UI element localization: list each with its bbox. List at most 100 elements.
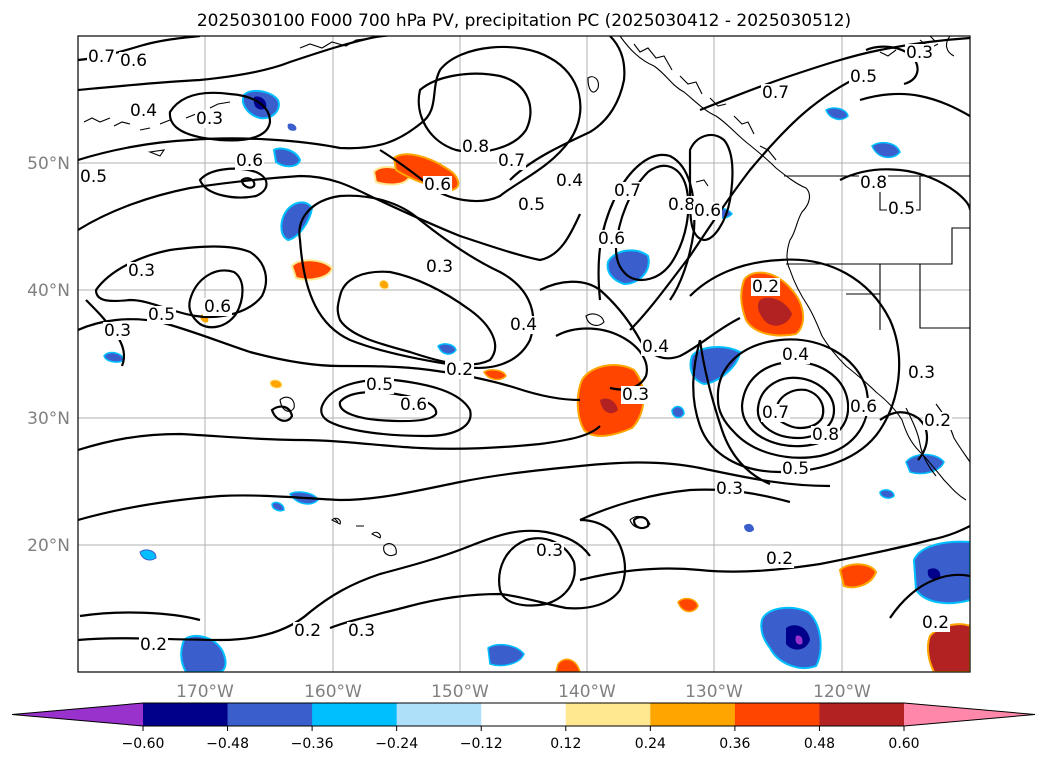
contour-label: 0.5 (518, 195, 545, 215)
colorbar-tick-label: −0.24 (375, 736, 418, 752)
precip-patch (180, 634, 227, 672)
contour-label-halo (399, 396, 429, 414)
contour-label-halo (751, 278, 781, 296)
contour-label: 0.4 (556, 171, 583, 191)
precip-patch (555, 658, 581, 672)
contour-label: 0.8 (812, 425, 839, 445)
colorbar-tick-label: −0.36 (291, 736, 334, 752)
contour-label-halo (641, 338, 671, 356)
contour-label: 0.5 (888, 199, 915, 219)
contour-label-halo (365, 376, 395, 394)
precip-patch (671, 405, 685, 419)
contour-label: 0.3 (426, 257, 453, 277)
colorbar-segment (396, 703, 482, 726)
precip-patch (271, 501, 285, 512)
contour-label: 0.5 (148, 305, 175, 325)
contour-label: 0.8 (668, 195, 695, 215)
latitude-labels: 50°N 40°N 30°N 20°N (27, 154, 70, 556)
colorbar-tick-label: −0.60 (122, 736, 165, 752)
lon-label: 170°W (176, 682, 234, 702)
contour-label-halo (715, 480, 745, 498)
colorbar-tick-label: −0.48 (206, 736, 249, 752)
coastlines (83, 36, 970, 557)
contour-label: 0.3 (906, 43, 933, 63)
contour-label-halo (347, 622, 377, 640)
contour-label-halo (147, 306, 177, 324)
contour-label: 0.6 (424, 175, 451, 195)
contour-label-halo (613, 182, 643, 200)
contour-label-halo (555, 172, 585, 190)
contour-label: 0.3 (622, 385, 649, 405)
precip-patch (879, 489, 895, 499)
figure-title: 2025030100 F000 700 hPa PV, precipitatio… (197, 11, 851, 31)
precip-positive-patches (200, 153, 970, 672)
contour-label-halo (667, 196, 697, 214)
contour-label: 0.2 (294, 621, 321, 641)
contour-label: 0.3 (348, 621, 375, 641)
contour-label: 0.7 (88, 47, 115, 67)
precip-patch (871, 141, 901, 159)
contour-label: 0.4 (510, 315, 537, 335)
contour-label-halo (907, 364, 937, 382)
colorbar-tick-label: 0.24 (635, 736, 666, 752)
lon-label: 160°W (304, 682, 362, 702)
colorbar-extend-high (904, 703, 1035, 726)
contour-label-halo (79, 168, 109, 186)
contour-label: 0.7 (762, 83, 789, 103)
contour-label: 0.4 (782, 345, 809, 365)
contour-label: 0.8 (860, 173, 887, 193)
contour-label-halo (445, 361, 475, 379)
graticule (78, 36, 970, 672)
contour-label-halo (423, 176, 453, 194)
contour-label-halo (597, 230, 627, 248)
precip-patch (912, 540, 970, 605)
contour-label-halo (621, 386, 651, 404)
lat-label: 20°N (27, 536, 70, 556)
precip-patch (272, 147, 302, 168)
colorbar-segment (819, 703, 905, 726)
contour-label-halo (693, 202, 723, 220)
contour-label: 0.6 (598, 229, 625, 249)
contour-label-halo (765, 550, 795, 568)
contour-label-halo (923, 412, 953, 430)
contour-label: 0.2 (752, 277, 779, 297)
contour-label-halo (87, 48, 117, 66)
precip-patch (483, 369, 507, 381)
contour-label-halo (905, 44, 935, 62)
contour-label-halo (127, 262, 157, 280)
longitude-labels: 170°W 160°W 150°W 140°W 130°W 120°W (176, 682, 871, 702)
lon-label: 130°W (685, 682, 743, 702)
colorbar-tick-label: 0.36 (719, 736, 750, 752)
contour-label: 0.3 (196, 109, 223, 129)
map-border (77, 35, 971, 673)
contour-label: 0.2 (924, 411, 951, 431)
contour-label-halo (119, 52, 149, 70)
precip-patch (280, 201, 314, 242)
contour-label-halo (139, 636, 169, 654)
contour-label-halo (461, 138, 491, 156)
lat-label: 40°N (27, 281, 70, 301)
contour-label-halo (781, 460, 811, 478)
precip-patch (744, 523, 754, 533)
precip-patch (677, 597, 699, 613)
contour-label-halo (781, 346, 811, 364)
colorbar-extend-low (12, 703, 143, 726)
contour-label-halo (535, 542, 565, 560)
contour-label: 0.5 (782, 459, 809, 479)
lat-label: 50°N (27, 154, 70, 174)
colorbar: −0.60 −0.48 −0.36 −0.24 −0.12 0.12 0.24 0.36 0.4… (11, 702, 1036, 752)
contour-label: 0.2 (446, 360, 473, 380)
contour-label-halo (425, 258, 455, 276)
contour-label: 0.8 (462, 137, 489, 157)
precip-patch (437, 343, 457, 355)
contour-label: 0.7 (614, 181, 641, 201)
contour-label-halo (761, 84, 791, 102)
contour-label: 0.6 (236, 151, 263, 171)
contour-label: 0.6 (204, 297, 231, 317)
precip-patch (825, 107, 849, 121)
contour-label-halo (497, 152, 527, 170)
contour-label: 0.3 (908, 363, 935, 383)
precip-patch (379, 279, 389, 290)
colorbar-segment (312, 703, 398, 726)
colorbar-segment (481, 703, 567, 726)
